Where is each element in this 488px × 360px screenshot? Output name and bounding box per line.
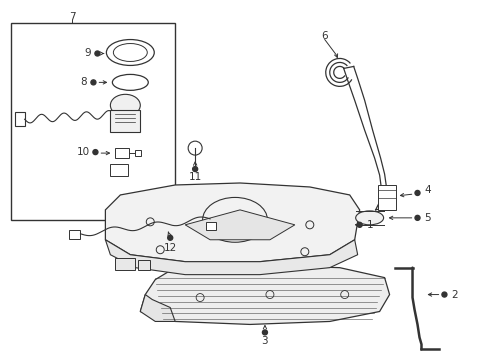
Text: 8: 8 <box>80 77 86 87</box>
Ellipse shape <box>110 94 140 116</box>
Bar <box>205 222 216 230</box>
Ellipse shape <box>355 211 383 225</box>
Text: 9: 9 <box>84 49 91 58</box>
Text: 6: 6 <box>321 31 327 41</box>
Text: 11: 11 <box>188 172 202 182</box>
Polygon shape <box>105 183 359 262</box>
Text: 10: 10 <box>77 147 90 157</box>
Circle shape <box>262 330 267 335</box>
Bar <box>68 230 81 239</box>
Circle shape <box>167 235 172 240</box>
Polygon shape <box>185 210 294 240</box>
Circle shape <box>414 215 419 220</box>
Text: 2: 2 <box>450 289 457 300</box>
Bar <box>138 260 150 270</box>
Bar <box>115 148 129 158</box>
Bar <box>115 258 135 270</box>
Bar <box>110 110 140 132</box>
Bar <box>377 185 395 210</box>
Circle shape <box>95 51 100 56</box>
Bar <box>135 150 141 156</box>
Circle shape <box>93 150 98 154</box>
Bar <box>11 23 175 220</box>
Text: 12: 12 <box>163 243 177 253</box>
Text: 7: 7 <box>69 12 76 22</box>
Bar <box>110 164 128 176</box>
Circle shape <box>356 222 362 227</box>
Polygon shape <box>140 294 175 321</box>
Polygon shape <box>140 265 389 324</box>
Polygon shape <box>105 240 357 275</box>
Circle shape <box>192 167 197 171</box>
Circle shape <box>91 80 96 85</box>
Bar <box>15 112 24 126</box>
Circle shape <box>441 292 446 297</box>
Circle shape <box>414 190 419 195</box>
Text: 5: 5 <box>423 213 430 223</box>
Text: 1: 1 <box>366 220 372 230</box>
Text: 3: 3 <box>261 336 268 346</box>
Text: 4: 4 <box>423 185 430 195</box>
